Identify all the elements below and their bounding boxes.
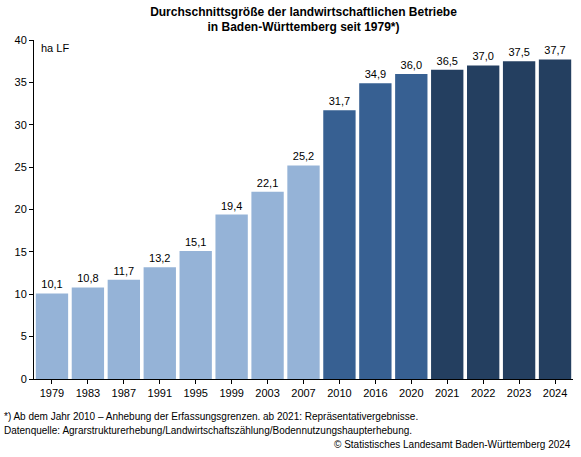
svg-text:40: 40 bbox=[15, 34, 27, 46]
svg-text:1987: 1987 bbox=[112, 387, 136, 399]
svg-text:10,8: 10,8 bbox=[77, 272, 98, 284]
svg-text:2016: 2016 bbox=[363, 387, 387, 399]
svg-text:1979: 1979 bbox=[40, 387, 64, 399]
svg-text:2022: 2022 bbox=[471, 387, 495, 399]
svg-text:35: 35 bbox=[15, 76, 27, 88]
svg-text:2021: 2021 bbox=[435, 387, 459, 399]
svg-text:1999: 1999 bbox=[219, 387, 243, 399]
svg-text:Datenquelle: Agrarstrukturerhe: Datenquelle: Agrarstrukturerhebung/Landw… bbox=[4, 425, 412, 436]
svg-text:2007: 2007 bbox=[291, 387, 315, 399]
svg-text:11,7: 11,7 bbox=[114, 265, 135, 277]
svg-text:30: 30 bbox=[15, 119, 27, 131]
svg-text:15: 15 bbox=[15, 246, 27, 258]
svg-text:1995: 1995 bbox=[183, 387, 207, 399]
svg-text:36,0: 36,0 bbox=[401, 59, 422, 71]
svg-text:37,7: 37,7 bbox=[544, 44, 565, 56]
svg-text:15,1: 15,1 bbox=[185, 236, 206, 248]
svg-text:2020: 2020 bbox=[399, 387, 423, 399]
svg-text:20: 20 bbox=[15, 203, 27, 215]
svg-text:5: 5 bbox=[21, 330, 27, 342]
svg-text:34,9: 34,9 bbox=[365, 68, 386, 80]
svg-text:2003: 2003 bbox=[255, 387, 279, 399]
svg-text:37,0: 37,0 bbox=[472, 50, 493, 62]
svg-text:2024: 2024 bbox=[543, 387, 567, 399]
svg-text:2023: 2023 bbox=[507, 387, 531, 399]
svg-text:13,2: 13,2 bbox=[149, 252, 170, 264]
svg-text:Durchschnittsgröße der landwir: Durchschnittsgröße der landwirtschaftlic… bbox=[150, 5, 457, 35]
svg-text:0: 0 bbox=[21, 373, 27, 385]
svg-text:1991: 1991 bbox=[148, 387, 172, 399]
svg-text:*) Ab dem Jahr 2010 – Anhebung: *) Ab dem Jahr 2010 – Anhebung der Erfas… bbox=[4, 411, 418, 422]
svg-text:1983: 1983 bbox=[76, 387, 100, 399]
svg-text:© Statistisches Landesamt Bade: © Statistisches Landesamt Baden-Württemb… bbox=[334, 439, 571, 450]
svg-text:22,1: 22,1 bbox=[257, 177, 278, 189]
svg-text:25,2: 25,2 bbox=[293, 150, 314, 162]
svg-text:25: 25 bbox=[15, 161, 27, 173]
svg-text:37,5: 37,5 bbox=[508, 46, 529, 58]
svg-text:2010: 2010 bbox=[327, 387, 351, 399]
svg-text:10,1: 10,1 bbox=[41, 278, 62, 290]
svg-text:31,7: 31,7 bbox=[329, 95, 350, 107]
svg-text:19,4: 19,4 bbox=[221, 200, 242, 212]
svg-text:10: 10 bbox=[15, 288, 27, 300]
svg-text:36,5: 36,5 bbox=[437, 55, 458, 67]
svg-text:ha LF: ha LF bbox=[41, 42, 69, 54]
